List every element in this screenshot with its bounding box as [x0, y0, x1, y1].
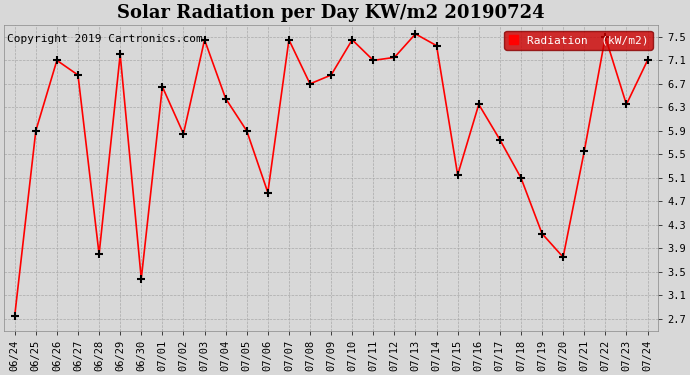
Title: Solar Radiation per Day KW/m2 20190724: Solar Radiation per Day KW/m2 20190724 — [117, 4, 545, 22]
Text: Copyright 2019 Cartronics.com: Copyright 2019 Cartronics.com — [8, 34, 203, 44]
Legend: Radiation  (kW/m2): Radiation (kW/m2) — [504, 31, 653, 50]
